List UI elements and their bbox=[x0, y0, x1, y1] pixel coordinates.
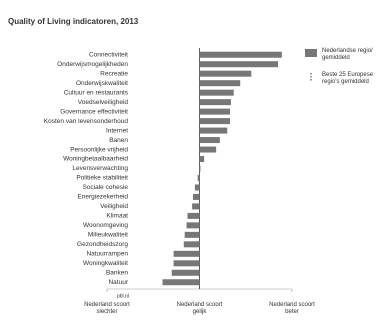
y-tick-label: Milieukwaliteit bbox=[88, 232, 128, 239]
y-tick-label: Veiligheid bbox=[100, 203, 128, 210]
y-tick-label: Kosten van levensonderhoud bbox=[44, 118, 129, 125]
bar bbox=[199, 146, 217, 153]
y-tick-label: Sociale cohesie bbox=[82, 184, 128, 191]
y-tick-label: Gezondheidszorg bbox=[77, 241, 128, 248]
bar bbox=[194, 184, 200, 191]
y-tick-label: Cultuur en restaurants bbox=[64, 89, 129, 96]
legend-label: Nederlandse regio/ gemiddeld bbox=[322, 48, 373, 61]
y-tick-label: Banen bbox=[109, 137, 128, 144]
bar bbox=[199, 89, 234, 96]
y-tick-label: Onderwijskwaliteit bbox=[76, 80, 128, 87]
bar bbox=[192, 203, 200, 210]
bar bbox=[173, 250, 200, 257]
x-tick-label: Nederland scoort beter bbox=[269, 302, 315, 315]
y-tick-label: Internet bbox=[106, 127, 128, 134]
bar bbox=[199, 165, 201, 172]
bar bbox=[173, 260, 200, 267]
y-tick-label: Klimaat bbox=[106, 213, 128, 220]
x-tick-label: Nederland scoort gelijk bbox=[176, 302, 223, 315]
source: pbl.nl bbox=[117, 293, 129, 299]
legend-label: Beste 25 Europese regio's gemiddeld bbox=[322, 72, 374, 85]
bar bbox=[183, 241, 200, 248]
bar bbox=[199, 118, 231, 125]
y-tick-label: Banken bbox=[106, 269, 128, 276]
bar bbox=[199, 99, 231, 106]
bar bbox=[199, 61, 279, 68]
y-tick-label: Energiezekerheid bbox=[77, 194, 128, 201]
bar bbox=[199, 137, 220, 144]
legend-swatch bbox=[305, 49, 317, 57]
y-tick-label: Politieke stabiliteit bbox=[76, 175, 128, 182]
bar bbox=[199, 127, 228, 134]
bar bbox=[199, 108, 231, 115]
bar bbox=[186, 222, 200, 229]
bar bbox=[199, 80, 241, 87]
y-tick-label: Onderwijsmogelijkheden bbox=[57, 61, 128, 68]
bar bbox=[193, 193, 200, 200]
y-tick-label: Natuurrampen bbox=[86, 251, 128, 258]
y-tick-label: Woonomgeving bbox=[83, 222, 128, 229]
bar bbox=[162, 279, 200, 286]
y-tick-label: Connectiviteit bbox=[89, 51, 128, 58]
chart-title: Quality of Living indicatoren, 2013 bbox=[8, 17, 139, 26]
bar bbox=[187, 212, 200, 219]
bar bbox=[171, 269, 200, 276]
y-tick-label: Woningkwaliteit bbox=[83, 260, 128, 267]
bar bbox=[197, 174, 200, 181]
bar bbox=[184, 231, 200, 238]
bar bbox=[199, 51, 282, 58]
y-tick-label: Levensverwachting bbox=[72, 165, 128, 172]
y-tick-label: Voedselveiligheid bbox=[78, 99, 129, 106]
bar bbox=[199, 70, 252, 77]
y-tick-label: Natuur bbox=[108, 279, 128, 286]
y-tick-label: Woningbetaalbaarheid bbox=[63, 156, 128, 163]
y-tick-label: Governance effectiviteit bbox=[60, 108, 128, 115]
x-tick-label: Nederland scoort slechter bbox=[84, 302, 130, 315]
y-tick-label: Recreatie bbox=[100, 70, 128, 77]
bar bbox=[199, 156, 205, 163]
y-tick-label: Persoonlijke vrijheid bbox=[70, 146, 128, 153]
